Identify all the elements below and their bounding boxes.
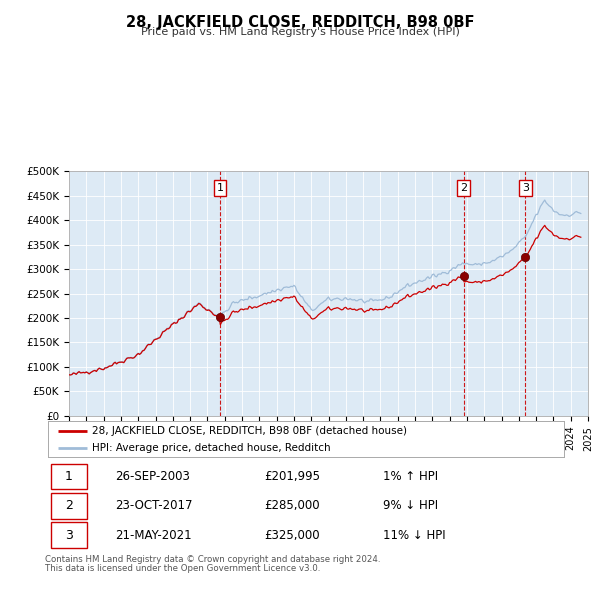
Text: 9% ↓ HPI: 9% ↓ HPI xyxy=(383,499,439,513)
Text: This data is licensed under the Open Government Licence v3.0.: This data is licensed under the Open Gov… xyxy=(45,564,320,573)
Text: £285,000: £285,000 xyxy=(265,499,320,513)
FancyBboxPatch shape xyxy=(50,493,87,519)
Text: 2: 2 xyxy=(65,499,73,513)
Text: 3: 3 xyxy=(65,529,73,542)
Text: 1: 1 xyxy=(217,183,224,194)
Text: £325,000: £325,000 xyxy=(265,529,320,542)
Text: Contains HM Land Registry data © Crown copyright and database right 2024.: Contains HM Land Registry data © Crown c… xyxy=(45,555,380,563)
Text: 11% ↓ HPI: 11% ↓ HPI xyxy=(383,529,446,542)
Text: 1: 1 xyxy=(65,470,73,483)
Text: 3: 3 xyxy=(522,183,529,194)
FancyBboxPatch shape xyxy=(50,464,87,490)
Text: 23-OCT-2017: 23-OCT-2017 xyxy=(115,499,193,513)
Text: 28, JACKFIELD CLOSE, REDDITCH, B98 0BF (detached house): 28, JACKFIELD CLOSE, REDDITCH, B98 0BF (… xyxy=(92,426,407,436)
Text: 21-MAY-2021: 21-MAY-2021 xyxy=(115,529,192,542)
Text: 2: 2 xyxy=(460,183,467,194)
Text: HPI: Average price, detached house, Redditch: HPI: Average price, detached house, Redd… xyxy=(92,443,331,453)
FancyBboxPatch shape xyxy=(50,522,87,548)
Text: Price paid vs. HM Land Registry's House Price Index (HPI): Price paid vs. HM Land Registry's House … xyxy=(140,27,460,37)
Text: 28, JACKFIELD CLOSE, REDDITCH, B98 0BF: 28, JACKFIELD CLOSE, REDDITCH, B98 0BF xyxy=(126,15,474,30)
Text: £201,995: £201,995 xyxy=(265,470,321,483)
Text: 26-SEP-2003: 26-SEP-2003 xyxy=(115,470,190,483)
Text: 1% ↑ HPI: 1% ↑ HPI xyxy=(383,470,439,483)
